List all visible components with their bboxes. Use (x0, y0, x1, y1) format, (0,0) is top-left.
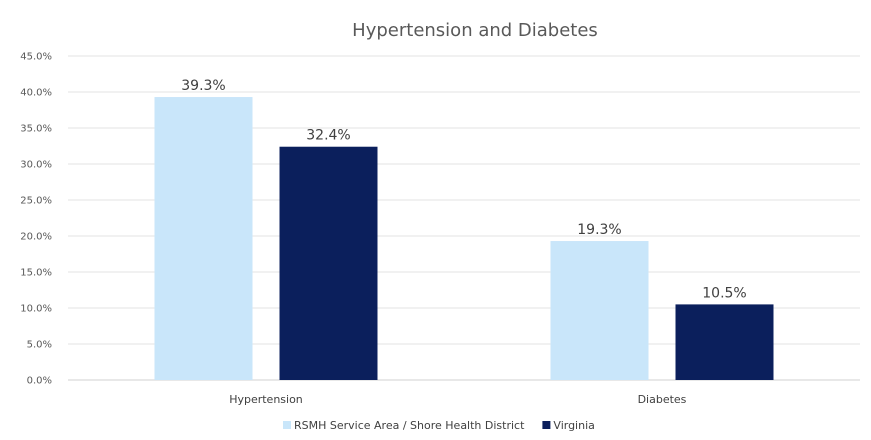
y-tick-label: 30.0% (20, 160, 52, 171)
y-axis-ticks: 0.0% 5.0% 10.0% 15.0% 20.0% 25.0% 30.0% 35.0% 40… (20, 52, 52, 387)
y-tick-label: 40.0% (20, 88, 52, 99)
y-tick-label: 0.0% (27, 376, 52, 387)
y-tick-label: 10.0% (20, 304, 52, 315)
legend-swatch (542, 421, 551, 429)
bars (154, 97, 774, 380)
bar-hypertension-series-1 (279, 146, 378, 380)
legend-label: Virginia (553, 419, 594, 432)
legend: RSMH Service Area / Shore Health Distric… (283, 419, 595, 432)
y-tick-label: 25.0% (20, 196, 52, 207)
y-tick-label: 15.0% (20, 268, 52, 279)
data-labels: 39.3% 32.4% 19.3% 10.5% (181, 78, 746, 301)
x-category-label: Diabetes (638, 393, 687, 406)
bar-diabetes-series-0 (550, 241, 649, 380)
y-tick-label: 20.0% (20, 232, 52, 243)
data-label: 32.4% (306, 128, 350, 144)
bar-hypertension-series-0 (154, 97, 253, 380)
bar-diabetes-series-1 (675, 304, 774, 380)
data-label: 19.3% (577, 222, 621, 238)
legend-swatch (283, 421, 291, 429)
y-tick-label: 45.0% (20, 52, 52, 63)
legend-label: RSMH Service Area / Shore Health Distric… (294, 419, 525, 432)
x-axis-categories: Hypertension Diabetes (229, 393, 686, 406)
y-tick-label: 5.0% (27, 340, 52, 351)
data-label: 39.3% (181, 78, 225, 94)
chart-title: Hypertension and Diabetes (352, 20, 598, 41)
x-category-label: Hypertension (229, 393, 303, 406)
y-tick-label: 35.0% (20, 124, 52, 135)
data-label: 10.5% (702, 285, 746, 301)
